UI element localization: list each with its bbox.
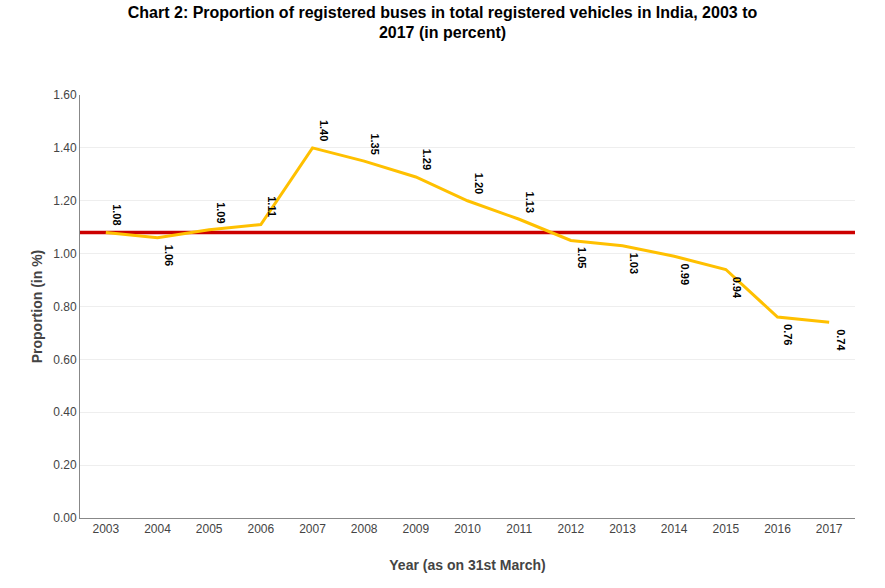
svg-text:2008: 2008 [351, 522, 378, 536]
svg-text:Chart 2: Proportion of registe: Chart 2: Proportion of registered buses … [128, 4, 758, 42]
svg-text:0.00: 0.00 [53, 511, 77, 525]
svg-text:2004: 2004 [144, 522, 171, 536]
svg-text:1.13: 1.13 [524, 192, 536, 213]
svg-text:1.40: 1.40 [318, 120, 330, 141]
svg-text:1.05: 1.05 [576, 247, 588, 268]
svg-text:2017: 2017 [816, 522, 843, 536]
svg-text:1.08: 1.08 [111, 204, 123, 225]
svg-text:1.06: 1.06 [163, 245, 175, 266]
svg-text:0.40: 0.40 [53, 405, 77, 419]
svg-text:2010: 2010 [454, 522, 481, 536]
svg-text:1.40: 1.40 [53, 141, 77, 155]
svg-text:2015: 2015 [712, 522, 739, 536]
svg-text:1.20: 1.20 [53, 194, 77, 208]
svg-text:1.09: 1.09 [215, 202, 227, 223]
svg-text:Year (as on 31st March): Year (as on 31st March) [389, 557, 545, 573]
svg-text:0.99: 0.99 [679, 264, 691, 285]
svg-text:1.11: 1.11 [266, 196, 278, 217]
svg-text:2011: 2011 [506, 522, 532, 536]
svg-text:2012: 2012 [557, 522, 584, 536]
svg-text:0.94: 0.94 [731, 277, 743, 299]
svg-text:0.60: 0.60 [53, 353, 77, 367]
svg-text:0.20: 0.20 [53, 458, 77, 472]
svg-text:1.60: 1.60 [53, 88, 77, 102]
svg-text:2009: 2009 [402, 522, 429, 536]
svg-text:2016: 2016 [764, 522, 791, 536]
svg-text:2013: 2013 [609, 522, 636, 536]
svg-text:0.76: 0.76 [782, 324, 794, 345]
svg-text:0.74: 0.74 [835, 329, 847, 351]
svg-text:Proportion (in %): Proportion (in %) [29, 250, 45, 364]
svg-text:1.35: 1.35 [369, 133, 381, 154]
svg-text:2006: 2006 [247, 522, 274, 536]
svg-text:1.29: 1.29 [421, 149, 433, 170]
svg-text:2007: 2007 [299, 522, 326, 536]
svg-text:2005: 2005 [196, 522, 223, 536]
svg-text:2003: 2003 [92, 522, 119, 536]
svg-text:1.20: 1.20 [473, 173, 485, 194]
svg-text:1.00: 1.00 [53, 247, 77, 261]
svg-text:1.03: 1.03 [628, 253, 640, 274]
svg-text:2014: 2014 [661, 522, 688, 536]
svg-text:0.80: 0.80 [53, 300, 77, 314]
